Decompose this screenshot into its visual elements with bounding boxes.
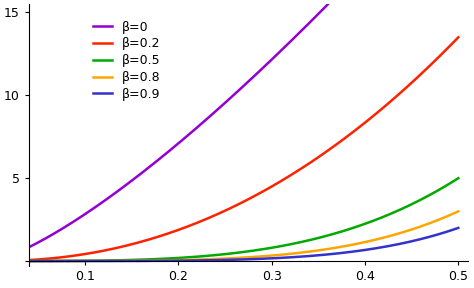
β=0.5 [442, 185, 447, 188]
β=0 [64, 224, 70, 227]
β=0.5 [356, 224, 362, 228]
β=0.5 [204, 254, 210, 258]
β=0.9 [442, 231, 447, 234]
Line: β=0.9: β=0.9 [0, 228, 458, 261]
β=0.9 [216, 258, 222, 262]
β=0.8 [456, 210, 461, 213]
β=0.9 [204, 259, 210, 262]
β=0.9 [356, 249, 362, 253]
β=0.8 [442, 216, 447, 219]
β=0.8 [204, 257, 210, 261]
Line: β=0.5: β=0.5 [0, 178, 458, 261]
β=0.5 [216, 253, 222, 257]
Legend: β=0, β=0.2, β=0.5, β=0.8, β=0.9: β=0, β=0.2, β=0.5, β=0.8, β=0.9 [88, 16, 165, 106]
β=0.5 [14, 259, 19, 263]
β=0.9 [442, 231, 447, 234]
Line: β=0: β=0 [0, 4, 328, 261]
β=0 [325, 3, 331, 6]
β=0.8 [442, 215, 447, 219]
β=0.9 [456, 226, 461, 230]
β=0.2 [204, 217, 210, 221]
β=0.8 [216, 257, 222, 261]
Line: β=0.2: β=0.2 [0, 37, 458, 261]
β=0.5 [456, 177, 461, 180]
β=0 [285, 42, 291, 46]
β=0 [255, 70, 261, 74]
β=0.2 [216, 212, 222, 215]
β=0.8 [356, 242, 362, 245]
Line: β=0.8: β=0.8 [0, 211, 458, 261]
β=0.2 [356, 125, 362, 129]
β=0 [56, 229, 62, 232]
β=0.2 [14, 259, 19, 262]
β=0 [102, 199, 108, 202]
β=0.2 [442, 50, 447, 53]
β=0 [212, 110, 218, 114]
β=0.5 [442, 185, 447, 188]
β=0.2 [456, 36, 461, 39]
β=0.2 [442, 49, 447, 53]
β=0.9 [14, 259, 19, 263]
β=0.8 [14, 259, 19, 263]
